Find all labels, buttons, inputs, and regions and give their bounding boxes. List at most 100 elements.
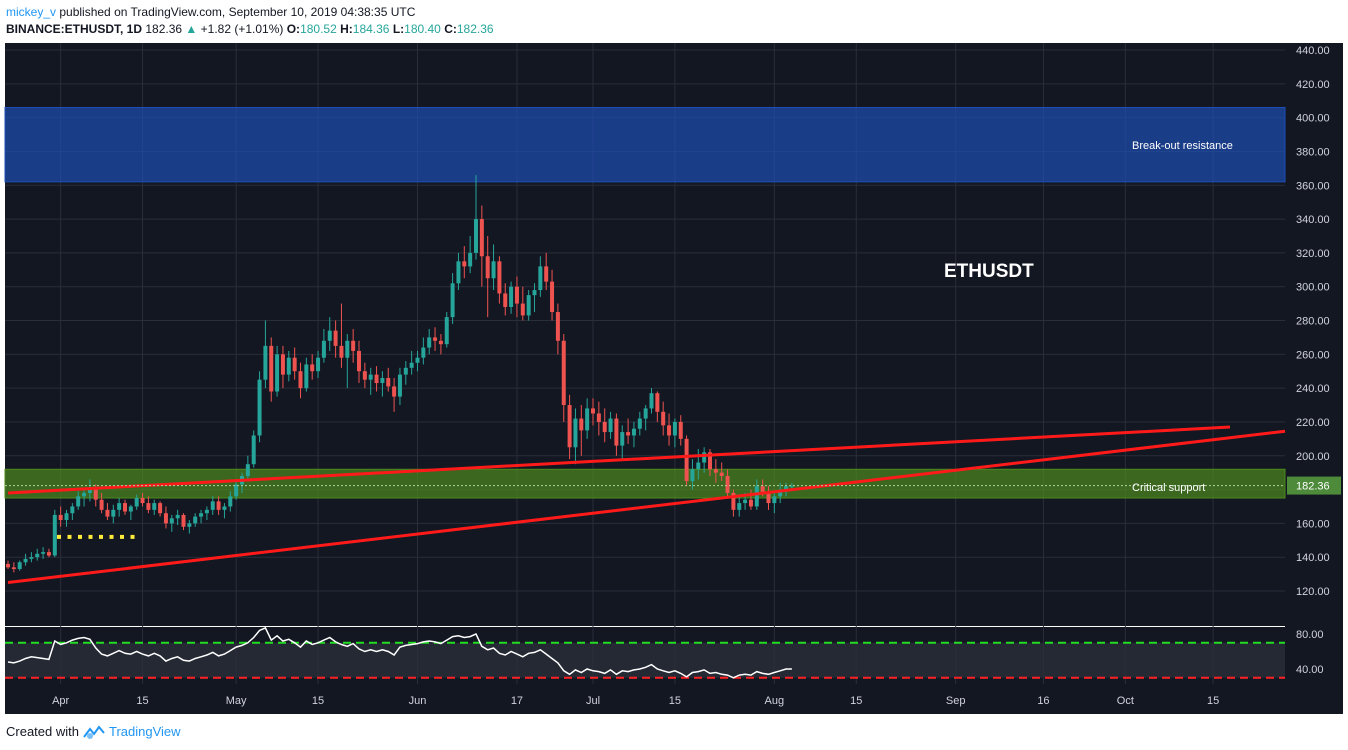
candle-up bbox=[397, 374, 402, 397]
x-tick-label: 15 bbox=[669, 695, 681, 707]
candle-up bbox=[263, 345, 268, 380]
candle-down bbox=[760, 486, 765, 493]
tradingview-logo-icon bbox=[83, 724, 105, 739]
resistance-label: Break-out resistance bbox=[1132, 140, 1233, 152]
candle-down bbox=[655, 393, 660, 412]
x-tick-label: Jul bbox=[586, 695, 600, 707]
candle-up bbox=[737, 503, 742, 510]
candle-down bbox=[181, 514, 186, 527]
candle-up bbox=[491, 261, 496, 279]
candle-up bbox=[222, 506, 227, 510]
rising-trendline bbox=[7, 429, 1286, 585]
candle-up bbox=[631, 428, 636, 436]
candle-up bbox=[637, 418, 642, 429]
candle-down bbox=[11, 567, 16, 570]
candle-down bbox=[731, 492, 736, 510]
candle-down bbox=[280, 354, 285, 375]
candle-down bbox=[520, 303, 525, 316]
candle-down bbox=[357, 350, 361, 372]
y-tick-label: 380.00 bbox=[1296, 146, 1330, 158]
candle-down bbox=[351, 340, 356, 351]
rsi-line bbox=[7, 626, 792, 679]
candle-down bbox=[123, 503, 127, 512]
candle-down bbox=[163, 513, 168, 524]
up-arrow-icon: ▲ bbox=[185, 22, 198, 36]
candle-up bbox=[620, 432, 625, 446]
candle-down bbox=[766, 492, 771, 504]
candle-up bbox=[35, 553, 40, 558]
yellow-dot-marker bbox=[57, 534, 61, 539]
candle-up bbox=[672, 421, 677, 436]
candle-up bbox=[538, 266, 543, 291]
candle-up bbox=[152, 503, 157, 510]
x-tick-label: Apr bbox=[52, 695, 69, 707]
candle-up bbox=[117, 503, 122, 510]
open-label: O: bbox=[286, 22, 301, 36]
candle-up bbox=[193, 516, 198, 524]
candle-down bbox=[591, 408, 595, 414]
y-tick-label: 420.00 bbox=[1296, 79, 1330, 91]
x-tick-label: 17 bbox=[511, 695, 523, 707]
created-with-label: Created with bbox=[6, 724, 79, 739]
candle-up bbox=[134, 498, 139, 507]
price-axis[interactable] bbox=[1285, 43, 1343, 684]
trendlines-layer bbox=[5, 425, 1286, 585]
candle-up bbox=[29, 557, 34, 559]
high-value: 184.36 bbox=[352, 22, 390, 36]
candle-up bbox=[403, 367, 408, 375]
open-value: 180.52 bbox=[300, 22, 337, 36]
axis-labels: 440.00 420.00 400.00 380.00 360.00 340.00 320.… bbox=[52, 45, 1341, 707]
yellow-dot-marker bbox=[130, 534, 135, 539]
candle-up bbox=[228, 496, 233, 507]
candle-down bbox=[708, 452, 712, 470]
y-tick-label: 400.00 bbox=[1296, 113, 1330, 125]
symbol-name: BINANCE:ETHUSDT, 1D bbox=[6, 22, 143, 36]
candle-up bbox=[608, 418, 613, 433]
x-tick-label: 15 bbox=[1207, 695, 1219, 707]
candle-up bbox=[210, 501, 215, 510]
candle-up bbox=[743, 499, 748, 504]
candle-down bbox=[555, 312, 560, 341]
zones-layer bbox=[4, 106, 1286, 499]
candle-up bbox=[17, 562, 22, 570]
candle-up bbox=[444, 317, 449, 345]
candle-down bbox=[479, 219, 484, 257]
yellow-dot-marker bbox=[67, 534, 72, 539]
footer: Created with TradingView bbox=[6, 724, 181, 739]
candle-down bbox=[433, 337, 438, 341]
author-link[interactable]: mickey_v bbox=[6, 5, 57, 19]
x-tick-label: 15 bbox=[136, 695, 148, 707]
candle-up bbox=[275, 354, 280, 392]
candle-down bbox=[462, 261, 467, 267]
candle-down bbox=[146, 503, 151, 510]
y-tick-label: 200.00 bbox=[1296, 451, 1330, 463]
low-label: L: bbox=[392, 22, 405, 36]
candle-up bbox=[245, 464, 250, 477]
y-tick-label: 140.00 bbox=[1296, 552, 1330, 564]
yellow-dot-marker bbox=[88, 534, 93, 539]
candle-down bbox=[678, 421, 683, 439]
rsi-tick-label: 40.00 bbox=[1296, 664, 1324, 676]
yellow-dot-marker bbox=[120, 534, 124, 539]
candle-down bbox=[684, 438, 689, 482]
time-axis[interactable] bbox=[5, 684, 1343, 714]
candle-down bbox=[292, 357, 297, 372]
y-tick-label: 360.00 bbox=[1296, 180, 1330, 192]
tradingview-brand-link[interactable]: TradingView bbox=[108, 724, 181, 739]
symbol-info: BINANCE:ETHUSDT, 1D 182.36 ▲ +1.82 (+1.0… bbox=[6, 22, 494, 36]
candle-down bbox=[58, 514, 63, 520]
symbol-annotation: ETHUSDT bbox=[944, 261, 1034, 282]
last-price: 182.36 bbox=[145, 22, 183, 36]
candle-down bbox=[497, 261, 502, 294]
candle-up bbox=[784, 486, 789, 490]
candle-down bbox=[748, 499, 753, 507]
candle-up bbox=[415, 357, 420, 363]
x-tick-label: 15 bbox=[312, 695, 324, 707]
y-tick-label: 160.00 bbox=[1296, 518, 1330, 530]
candle-up bbox=[316, 357, 321, 372]
low-value: 180.40 bbox=[404, 22, 441, 36]
candle-up bbox=[204, 509, 209, 514]
close-label: C: bbox=[444, 22, 457, 36]
candle-up bbox=[532, 290, 537, 296]
